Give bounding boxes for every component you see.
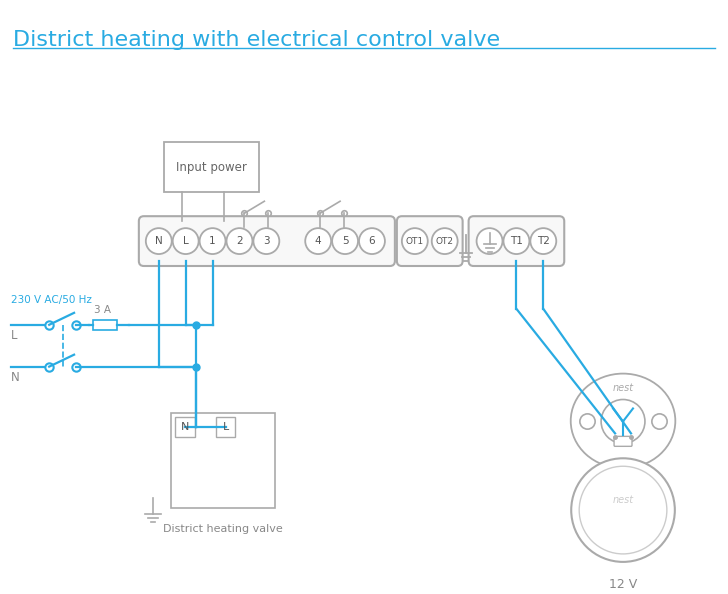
Text: 230 V AC/50 Hz: 230 V AC/50 Hz	[12, 295, 92, 305]
Circle shape	[571, 459, 675, 562]
Text: OT2: OT2	[435, 236, 454, 245]
Circle shape	[332, 228, 358, 254]
Text: T1: T1	[510, 236, 523, 246]
Circle shape	[402, 228, 428, 254]
Circle shape	[146, 228, 172, 254]
Circle shape	[601, 400, 645, 443]
Text: nest: nest	[612, 495, 633, 505]
Circle shape	[253, 228, 280, 254]
Bar	[93, 320, 117, 330]
Text: L: L	[183, 236, 189, 246]
Text: T2: T2	[537, 236, 550, 246]
Text: N: N	[155, 236, 162, 246]
Circle shape	[226, 228, 253, 254]
Text: N: N	[12, 371, 20, 384]
Text: 5: 5	[341, 236, 349, 246]
Circle shape	[305, 228, 331, 254]
Text: 12 V: 12 V	[609, 578, 637, 591]
Bar	[171, 413, 275, 508]
Text: 3 A: 3 A	[95, 305, 111, 315]
Text: District heating with electrical control valve: District heating with electrical control…	[13, 30, 500, 50]
Text: 3: 3	[263, 236, 269, 246]
FancyBboxPatch shape	[469, 216, 564, 266]
Circle shape	[359, 228, 385, 254]
Text: 1: 1	[209, 236, 216, 246]
Text: District heating valve: District heating valve	[163, 524, 283, 534]
Text: 2: 2	[236, 236, 242, 246]
FancyBboxPatch shape	[139, 216, 395, 266]
Circle shape	[579, 466, 667, 554]
Text: Input power: Input power	[176, 161, 247, 174]
Text: L: L	[12, 328, 17, 342]
FancyBboxPatch shape	[397, 216, 462, 266]
Circle shape	[432, 228, 458, 254]
Circle shape	[477, 228, 502, 254]
Bar	[215, 418, 235, 437]
Ellipse shape	[571, 374, 676, 468]
Circle shape	[173, 228, 199, 254]
Text: nest: nest	[612, 383, 633, 393]
Text: N: N	[181, 422, 189, 432]
FancyBboxPatch shape	[614, 437, 632, 446]
Text: 6: 6	[368, 236, 375, 246]
Bar	[175, 418, 194, 437]
Text: OT1: OT1	[405, 236, 424, 245]
Text: L: L	[222, 422, 229, 432]
Circle shape	[199, 228, 226, 254]
Circle shape	[531, 228, 556, 254]
Text: 4: 4	[314, 236, 322, 246]
Circle shape	[504, 228, 529, 254]
Bar	[164, 143, 259, 192]
